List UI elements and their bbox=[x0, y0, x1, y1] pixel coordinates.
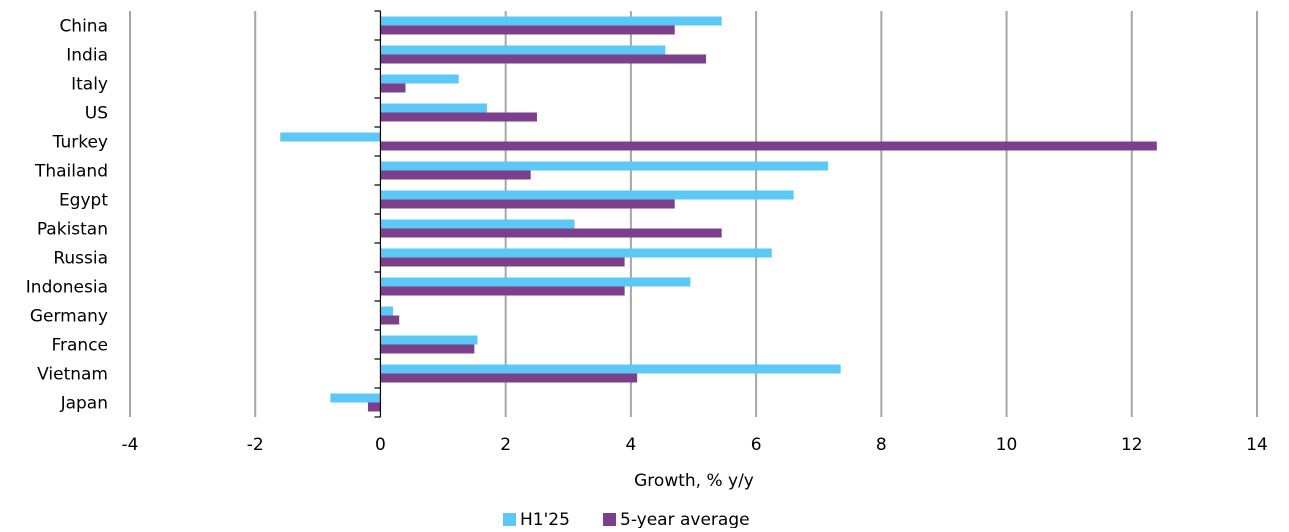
bar-h1-25-vietnam bbox=[380, 364, 841, 374]
gridlines bbox=[129, 11, 1258, 417]
bar-5-year-average-us bbox=[380, 112, 537, 122]
category-label: Italy bbox=[71, 75, 108, 95]
bar-h1-25-turkey bbox=[280, 132, 381, 142]
x-tick-label: 6 bbox=[751, 435, 762, 455]
legend: H1'25 5-year average bbox=[503, 510, 750, 530]
bar-5-year-average-egypt bbox=[380, 199, 675, 209]
category-labels: China India Italy US Turkey Thailand Egypt Paki… bbox=[26, 17, 109, 414]
bar-h1-25-italy bbox=[380, 74, 459, 84]
x-tick-label: 4 bbox=[625, 435, 636, 455]
bar-5-year-average-japan bbox=[367, 402, 381, 412]
bar-h1-25-russia bbox=[380, 248, 772, 258]
category-label: US bbox=[85, 104, 108, 124]
bar-h1-25-india bbox=[380, 45, 666, 55]
y-axis bbox=[374, 10, 382, 418]
bar-5-year-average-india bbox=[380, 54, 707, 64]
category-label: China bbox=[59, 17, 108, 37]
category-label: France bbox=[51, 336, 108, 356]
legend-swatch bbox=[503, 513, 516, 526]
bar-5-year-average-russia bbox=[380, 257, 625, 267]
bar-h1-25-pakistan bbox=[380, 219, 575, 229]
category-label: Egypt bbox=[59, 191, 108, 211]
category-label: Pakistan bbox=[37, 220, 108, 240]
category-label: Vietnam bbox=[37, 365, 108, 385]
x-tick-label: 14 bbox=[1246, 435, 1268, 455]
category-label: India bbox=[66, 46, 108, 66]
bar-5-year-average-turkey bbox=[380, 141, 1157, 151]
x-axis-title: Growth, % y/y bbox=[634, 471, 754, 491]
legend-swatch bbox=[603, 513, 616, 526]
category-label: Indonesia bbox=[26, 278, 108, 298]
category-label: Turkey bbox=[52, 133, 108, 153]
x-tick-label: 8 bbox=[876, 435, 887, 455]
category-label: Germany bbox=[30, 307, 108, 327]
category-label: Japan bbox=[60, 394, 108, 414]
bar-5-year-average-vietnam bbox=[380, 373, 638, 383]
category-label: Thailand bbox=[34, 162, 108, 182]
bar-h1-25-egypt bbox=[380, 190, 794, 200]
x-tick-label: 0 bbox=[375, 435, 386, 455]
bar-h1-25-indonesia bbox=[380, 277, 691, 287]
bar-h1-25-china bbox=[380, 16, 722, 26]
x-tick-label: 10 bbox=[996, 435, 1018, 455]
x-tick-labels: -4 -2 0 2 4 6 8 10 12 14 bbox=[122, 435, 1268, 455]
bar-h1-25-france bbox=[380, 335, 478, 345]
x-tick-label: 12 bbox=[1121, 435, 1143, 455]
legend-label: 5-year average bbox=[620, 510, 750, 528]
x-tick-label: -4 bbox=[122, 435, 139, 455]
bar-5-year-average-indonesia bbox=[380, 286, 625, 296]
bars bbox=[280, 16, 1157, 412]
bar-5-year-average-france bbox=[380, 344, 475, 354]
bar-5-year-average-germany bbox=[380, 315, 400, 325]
bar-5-year-average-china bbox=[380, 25, 675, 35]
bar-5-year-average-pakistan bbox=[380, 228, 722, 238]
x-tick-label: -2 bbox=[247, 435, 264, 455]
category-label: Russia bbox=[53, 249, 108, 269]
bar-h1-25-us bbox=[380, 103, 487, 113]
bar-h1-25-thailand bbox=[380, 161, 829, 171]
bar-h1-25-japan bbox=[330, 393, 381, 403]
bar-5-year-average-thailand bbox=[380, 170, 531, 180]
legend-label: H1'25 bbox=[520, 510, 570, 528]
bar-h1-25-germany bbox=[380, 306, 393, 316]
bar-5-year-average-italy bbox=[380, 83, 406, 93]
x-tick-label: 2 bbox=[500, 435, 511, 455]
